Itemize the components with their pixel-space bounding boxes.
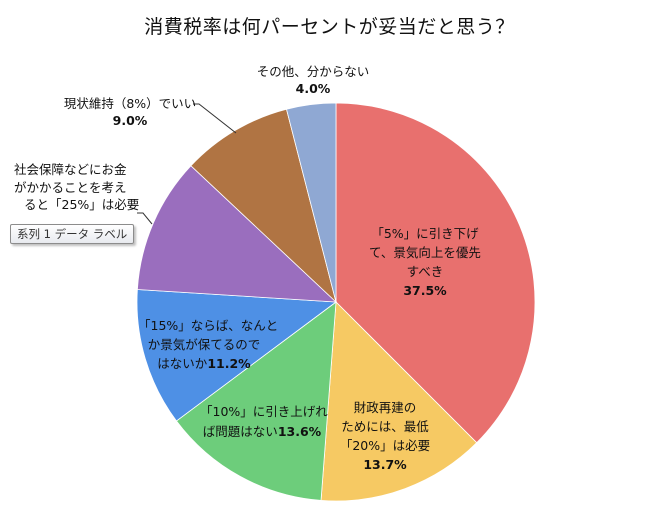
chart-title: 消費税率は何パーセントが妥当だと思う？ (144, 16, 515, 38)
pie-slice[interactable] (190, 108, 337, 304)
label-percent: 13.6% (277, 424, 322, 439)
label-text: 「15%」ならば、なんと (138, 318, 279, 333)
label-percent: 37.5% (403, 283, 447, 298)
label-text: ためには、最低 (341, 419, 429, 434)
label-text: 「20%」は必要 (339, 438, 431, 453)
pie-slice[interactable] (335, 102, 536, 444)
label-text: ば問題はない (202, 424, 278, 439)
pie-slice[interactable] (320, 301, 478, 502)
label-text: て、景気向上を優先 (369, 245, 481, 260)
label-text: か景気が保てるので (147, 337, 261, 352)
data-label-10pct[interactable]: 「10%」に引き上げれ ば問題はない13.6% (200, 402, 328, 442)
pie-slices (136, 102, 536, 502)
data-label-20pct[interactable]: 財政再建の ためには、最低 「20%」は必要 13.7% (325, 398, 445, 474)
label-text: すべき (406, 264, 444, 279)
label-percent: 13.7% (363, 457, 407, 472)
label-text: その他、分からない (256, 64, 370, 79)
label-text: 財政再建の (353, 400, 417, 415)
pie-slice[interactable] (286, 102, 337, 303)
label-text: 現状維持（8%）でいい (63, 96, 197, 111)
label-text: 「5%」に引き下げ (371, 226, 479, 241)
label-text: 社会保障などにお金 (14, 162, 127, 177)
data-label-other[interactable]: その他、分からない 4.0% (238, 63, 388, 97)
data-label-5pct[interactable]: 「5%」に引き下げ て、景気向上を優先 すべき 37.5% (352, 224, 498, 300)
label-text: ると「25%」は必要 (24, 197, 140, 212)
data-label-25pct[interactable]: 社会保障などにお金 がかかることを考え ると「25%」は必要 (8, 161, 144, 214)
label-text: 「10%」に引き上げれ (200, 404, 328, 419)
data-label-status-quo[interactable]: 現状維持（8%）でいい 9.0% (60, 95, 200, 129)
leader-line-brown (193, 103, 237, 134)
leader-line-purple (137, 212, 153, 225)
label-text: がかかることを考え (14, 179, 127, 195)
data-label-tooltip: 系列 1 データ ラベル (10, 224, 135, 244)
label-percent: 4.0% (295, 81, 331, 96)
label-text: はないか (157, 356, 208, 371)
pie-slice[interactable] (136, 289, 338, 422)
data-label-15pct[interactable]: 「15%」ならば、なんと か景気が保てるので はないか11.2% (138, 316, 279, 373)
pie-slice[interactable] (175, 301, 337, 501)
pie-slice[interactable] (136, 165, 338, 303)
label-percent: 9.0% (112, 113, 148, 128)
label-percent: 11.2% (207, 356, 251, 371)
